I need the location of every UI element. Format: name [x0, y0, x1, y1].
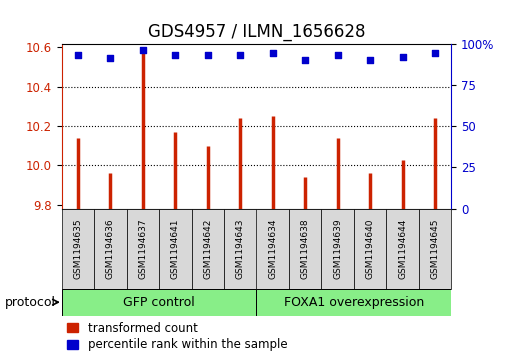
Bar	[62, 209, 94, 289]
Bar	[256, 209, 289, 289]
Text: GSM1194638: GSM1194638	[301, 218, 310, 279]
Bar	[127, 209, 159, 289]
Point	[301, 57, 309, 63]
Point	[269, 50, 277, 56]
Text: GSM1194634: GSM1194634	[268, 219, 277, 279]
Point	[236, 52, 244, 58]
Point	[366, 57, 374, 63]
Text: GSM1194640: GSM1194640	[366, 219, 374, 279]
Bar	[94, 209, 127, 289]
Text: GSM1194642: GSM1194642	[203, 219, 212, 279]
Bar	[191, 209, 224, 289]
Text: GSM1194635: GSM1194635	[73, 218, 82, 279]
Bar	[159, 209, 191, 289]
Bar	[224, 209, 256, 289]
Text: GSM1194639: GSM1194639	[333, 218, 342, 279]
Text: FOXA1 overexpression: FOXA1 overexpression	[284, 296, 424, 309]
Point	[139, 47, 147, 53]
Text: GSM1194637: GSM1194637	[139, 218, 147, 279]
Bar	[322, 209, 354, 289]
Text: GSM1194645: GSM1194645	[431, 219, 440, 279]
Text: GFP control: GFP control	[123, 296, 195, 309]
Point	[106, 56, 114, 61]
Point	[399, 54, 407, 60]
Text: GSM1194643: GSM1194643	[236, 219, 245, 279]
Point	[74, 52, 82, 58]
Bar	[354, 209, 386, 289]
Point	[333, 52, 342, 58]
Legend: transformed count, percentile rank within the sample: transformed count, percentile rank withi…	[68, 322, 287, 351]
Text: GSM1194641: GSM1194641	[171, 219, 180, 279]
Bar	[289, 209, 322, 289]
Text: GSM1194636: GSM1194636	[106, 218, 115, 279]
Text: GSM1194644: GSM1194644	[398, 219, 407, 279]
Bar	[62, 289, 256, 316]
Title: GDS4957 / ILMN_1656628: GDS4957 / ILMN_1656628	[148, 23, 365, 41]
Point	[171, 52, 180, 58]
Bar	[419, 209, 451, 289]
Text: protocol: protocol	[5, 296, 56, 309]
Point	[204, 52, 212, 58]
Point	[431, 50, 439, 56]
Bar	[386, 209, 419, 289]
Bar	[256, 289, 451, 316]
